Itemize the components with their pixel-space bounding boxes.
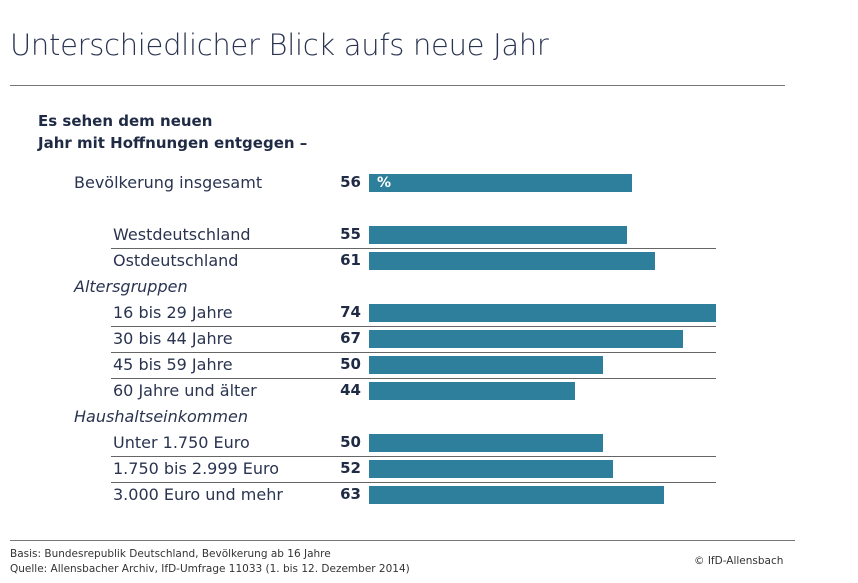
data-label: 74 [340,303,361,321]
bar-row: 45 bis 59 Jahre 50 [0,352,858,378]
row-separator [111,248,716,249]
data-label: 67 [340,329,361,347]
data-label: 50 [340,433,361,451]
category-label: 1.750 bis 2.999 Euro [113,459,280,478]
chart-subtitle: Es sehen dem neuen Jahr mit Hoffnungen e… [38,110,307,154]
title-divider [10,85,785,86]
bar [369,460,613,478]
bar [369,486,665,504]
data-label: 55 [340,225,361,243]
group-label: Haushaltseinkommen [74,407,248,426]
bar [369,174,632,192]
bar [369,356,604,374]
bar-row: 3.000 Euro und mehr 63 [0,482,858,508]
bar [369,382,576,400]
data-label: 52 [340,459,361,477]
category-label: Westdeutschland [113,225,251,244]
bar-row: Ostdeutschland 61 [0,248,858,274]
category-label: Unter 1.750 Euro [113,433,250,452]
bar [369,252,656,270]
category-label: 16 bis 29 Jahre [113,303,233,322]
bar-row: 30 bis 44 Jahre 67 [0,326,858,352]
category-label: 3.000 Euro und mehr [113,485,283,504]
bar-row: 16 bis 29 Jahre 74 [0,300,858,326]
bar [369,434,604,452]
data-label: 44 [340,381,361,399]
subtitle-line-2: Jahr mit Hoffnungen entgegen – [38,134,308,152]
basis-note: Basis: Bundesrepublik Deutschland, Bevöl… [10,548,331,560]
row-separator [111,456,716,457]
source-note: Quelle: Allensbacher Archiv, IfD-Umfrage… [10,563,410,575]
footer-divider [10,540,795,541]
category-label: Bevölkerung insgesamt [74,173,263,192]
copyright: © IfD-Allensbach [694,555,784,567]
subtitle-line-1: Es sehen dem neuen [38,112,213,130]
bar [369,330,684,348]
footer-notes: Basis: Bundesrepublik Deutschland, Bevöl… [10,547,410,577]
unit-label: % [377,175,392,191]
category-label: 45 bis 59 Jahre [113,355,233,374]
group-label: Altersgruppen [74,277,188,296]
category-label: 60 Jahre und älter [113,381,257,400]
bar-row: 60 Jahre und älter 44 [0,378,858,404]
data-label: 63 [340,485,361,503]
bar-row: Bevölkerung insgesamt 56% [0,170,858,196]
group-header: Haushaltseinkommen [0,404,858,430]
row-separator [111,378,716,379]
bar [369,304,716,322]
group-header: Altersgruppen [0,274,858,300]
category-label: Ostdeutschland [113,251,239,270]
bar-row: Westdeutschland 55 [0,222,858,248]
page-title: Unterschiedlicher Blick aufs neue Jahr [10,28,549,62]
bar-row: Unter 1.750 Euro 50 [0,430,858,456]
bar [369,226,627,244]
data-label: 50 [340,355,361,373]
row-separator [111,352,716,353]
row-separator [111,326,716,327]
row-separator [111,482,716,483]
bar-row: 1.750 bis 2.999 Euro 52 [0,456,858,482]
data-label: 56 [340,173,361,191]
category-label: 30 bis 44 Jahre [113,329,233,348]
data-label: 61 [340,251,361,269]
